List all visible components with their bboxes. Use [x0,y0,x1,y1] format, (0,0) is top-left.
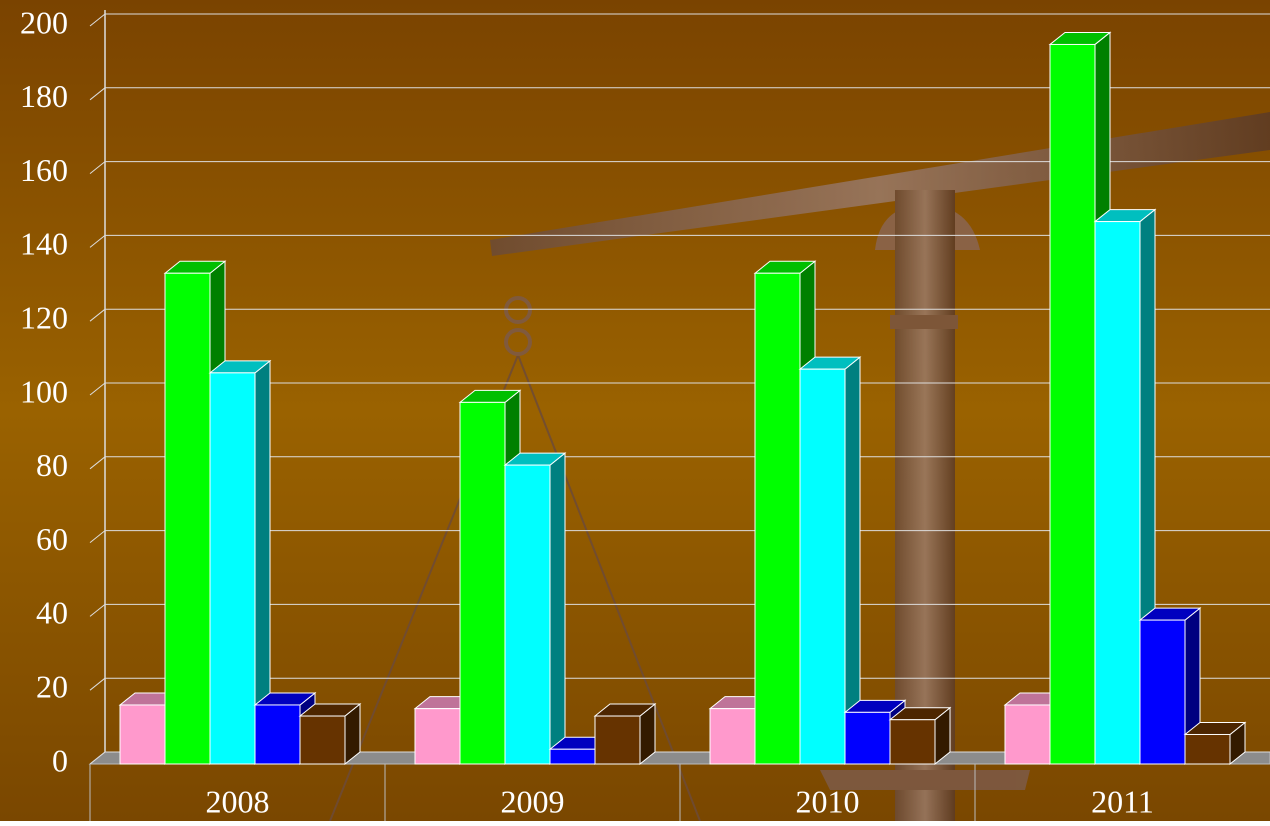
y-tick-label: 20 [36,669,68,705]
y-tick-label: 0 [52,742,68,778]
bar [505,465,550,764]
y-tick-label: 60 [36,521,68,557]
page: 0 20 40 60 80 100 120 140 160 180 200 2008 2009 2010 2… [0,0,1270,821]
bar [255,705,300,764]
y-tick-label: 200 [20,4,68,40]
bar [460,402,505,764]
bar [755,273,800,764]
bar [595,716,640,764]
bar [710,709,755,764]
bar [1185,734,1230,764]
y-tick-label: 160 [20,152,68,188]
bar [845,712,890,764]
x-tick-label: 2008 [206,783,270,819]
bar [1140,620,1185,764]
bar [550,749,595,764]
x-tick-label: 2010 [796,783,860,819]
y-tick-label: 40 [36,595,68,631]
y-tick-label: 120 [20,300,68,336]
y-tick-label: 100 [20,373,68,409]
bar [165,273,210,764]
bar [800,369,845,764]
y-tick-label: 140 [20,226,68,262]
bar [120,705,165,764]
bar [890,720,935,764]
bar-side [550,453,565,764]
bar [415,709,460,764]
x-tick-label: 2011 [1091,783,1154,819]
chart: 0 20 40 60 80 100 120 140 160 180 200 2008 2009 2010 2… [0,0,1270,821]
bar [1050,44,1095,764]
bar [1095,222,1140,764]
bar [1005,705,1050,764]
y-tick-label: 180 [20,78,68,114]
x-tick-label: 2009 [501,783,565,819]
bar [300,716,345,764]
bar [210,373,255,764]
y-tick-label: 80 [36,447,68,483]
